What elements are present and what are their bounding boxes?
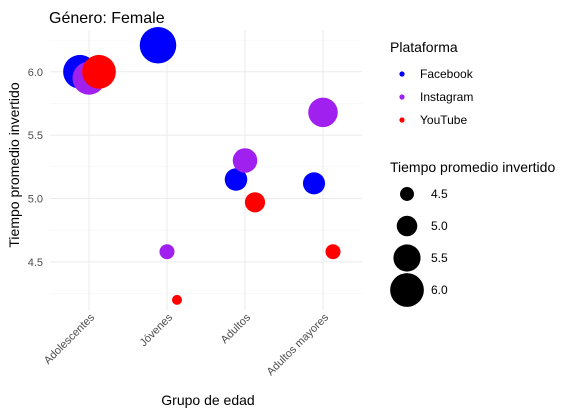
x-axis-title: Grupo de edad (161, 392, 254, 408)
size-legend-key (396, 215, 418, 237)
size-legend-key (390, 273, 424, 307)
y-axis-title: Tiempo promedio invertido (6, 82, 22, 247)
size-legend-label: 6.0 (431, 283, 448, 297)
data-point-youtube (244, 192, 266, 213)
x-tick-label: Adolescentes (42, 311, 98, 367)
data-point-facebook (224, 168, 248, 191)
data-point-youtube (82, 54, 116, 89)
data-point-facebook (302, 172, 326, 195)
plot-panel: 4.5 5.0 5.5 6.0 Adolescentes Jóvenes Adultos Ad… (28, 26, 362, 378)
color-legend-title: Plataforma (390, 39, 458, 55)
color-legend: Plataforma Facebook Instagram YouTube (390, 39, 474, 127)
size-legend-key (393, 244, 421, 272)
x-tick-label: Adultos mayores (265, 311, 332, 378)
x-tick-label: Jóvenes (138, 311, 176, 349)
legend-key-youtube (399, 117, 405, 123)
size-legend-key (400, 187, 414, 201)
size-legend-label: 4.5 (431, 187, 448, 201)
size-legend-items: 4.5 5.0 5.5 6.0 (390, 187, 448, 307)
color-legend-items: Facebook Instagram YouTube (399, 67, 474, 127)
legend-label-facebook: Facebook (420, 67, 474, 81)
chart-title: Género: Female (49, 10, 165, 27)
legend-label-instagram: Instagram (420, 90, 473, 104)
size-legend-label: 5.5 (431, 251, 448, 265)
data-point-instagram (159, 244, 175, 260)
size-legend: Tiempo promedio invertido 4.5 5.0 5.5 6.0 (390, 159, 555, 307)
size-legend-title: Tiempo promedio invertido (390, 159, 555, 175)
data-point-facebook (139, 26, 177, 64)
y-tick-label: 6.0 (28, 67, 43, 79)
x-tick-label: Adultos (219, 311, 254, 346)
legend-key-facebook (399, 71, 405, 77)
data-point-instagram (232, 148, 258, 173)
data-point-youtube (325, 244, 341, 260)
data-point-youtube (172, 294, 182, 305)
y-tick-label: 5.0 (28, 194, 43, 206)
y-tick-label: 4.5 (28, 257, 43, 269)
y-tick-label: 5.5 (28, 130, 43, 142)
size-legend-label: 5.0 (431, 219, 448, 233)
data-point-instagram (308, 97, 338, 128)
legend-label-youtube: YouTube (420, 113, 467, 127)
legend-key-instagram (399, 94, 405, 100)
